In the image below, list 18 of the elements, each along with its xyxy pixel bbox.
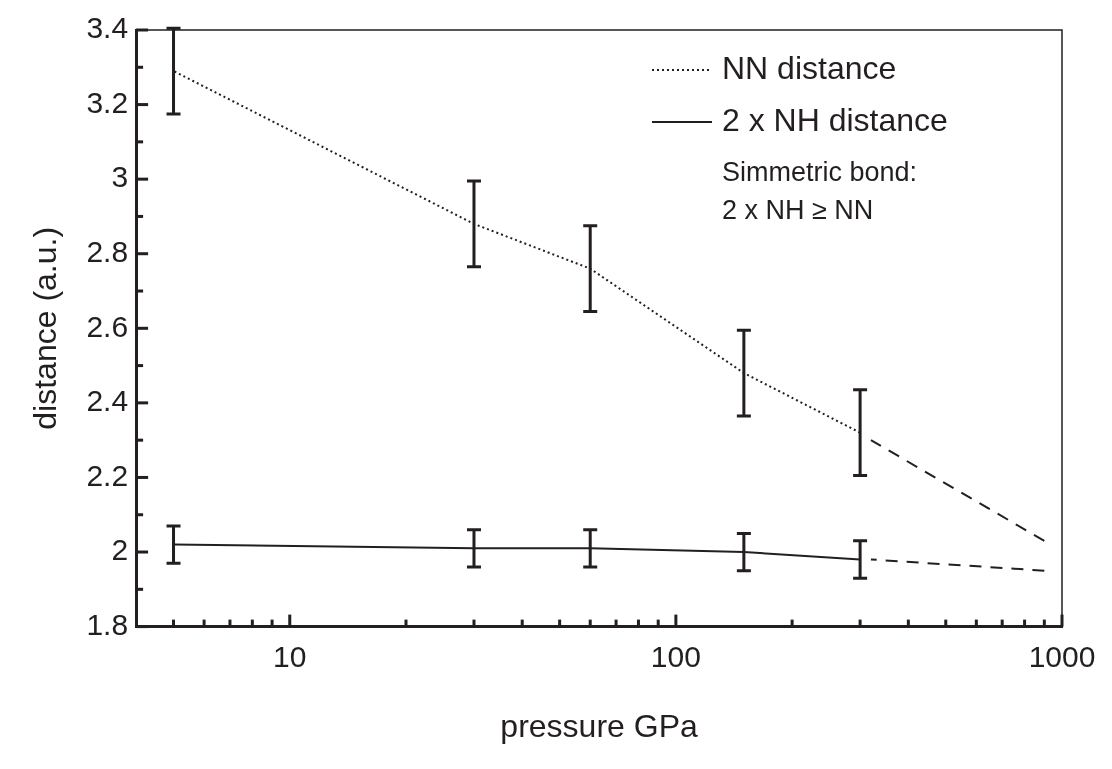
x-tick-label: 1000 — [1028, 639, 1096, 673]
y-tick-label: 2.8 — [86, 234, 129, 268]
y-tick-label: 3 — [111, 160, 129, 194]
y-tick-label: 3.2 — [86, 85, 129, 119]
y-tick-label: 2.4 — [86, 384, 129, 418]
x-tick-label: 100 — [650, 639, 701, 673]
y-tick-label: 2.2 — [86, 458, 129, 492]
y-tick-label: 2.6 — [86, 309, 129, 343]
y-tick-label: 1.8 — [86, 607, 129, 641]
x-tick-label: 10 — [273, 639, 307, 673]
legend-label: NN distance — [722, 49, 897, 86]
x-axis-title: pressure GPa — [500, 707, 698, 744]
y-tick-label: 3.4 — [86, 11, 129, 45]
annotation: 2 x NH ≥ NN — [722, 195, 874, 226]
legend-label: 2 x NH distance — [722, 101, 948, 138]
annotation: Simmetric bond: — [722, 157, 918, 188]
y-axis-title: distance (a.u.) — [27, 226, 64, 430]
y-tick-label: 2 — [111, 533, 129, 567]
